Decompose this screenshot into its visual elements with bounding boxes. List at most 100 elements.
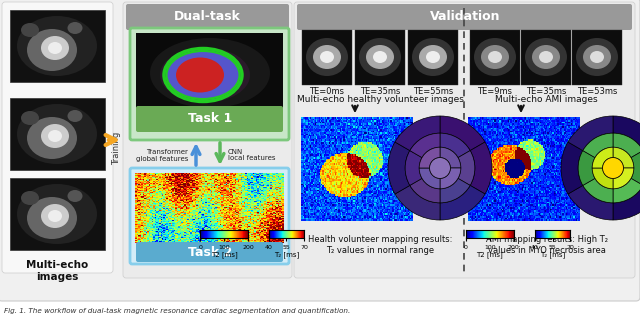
Ellipse shape <box>160 48 250 102</box>
X-axis label: T2 [ms]: T2 [ms] <box>477 252 503 258</box>
Wedge shape <box>631 151 640 186</box>
Ellipse shape <box>590 51 604 63</box>
FancyBboxPatch shape <box>126 4 289 30</box>
Ellipse shape <box>166 50 241 100</box>
Text: Fig. 1. The workflow of dual-task magnetic resonance cardiac segmentation and qu: Fig. 1. The workflow of dual-task magnet… <box>4 308 350 314</box>
Wedge shape <box>613 186 640 220</box>
Ellipse shape <box>419 45 447 69</box>
Ellipse shape <box>48 42 62 54</box>
Wedge shape <box>592 168 613 189</box>
Wedge shape <box>395 116 440 151</box>
Wedge shape <box>470 142 492 194</box>
Text: Health volunteer mapping results:
T₂ values in normal range: Health volunteer mapping results: T₂ val… <box>308 235 452 256</box>
Ellipse shape <box>67 190 83 202</box>
FancyBboxPatch shape <box>294 2 635 278</box>
Text: TE=55ms: TE=55ms <box>413 86 453 96</box>
Ellipse shape <box>17 16 97 76</box>
Ellipse shape <box>426 51 440 63</box>
Wedge shape <box>592 147 613 168</box>
FancyBboxPatch shape <box>130 168 289 264</box>
Ellipse shape <box>313 45 341 69</box>
Text: Dual-task: Dual-task <box>173 11 241 23</box>
FancyBboxPatch shape <box>123 2 292 278</box>
Wedge shape <box>568 186 613 220</box>
Wedge shape <box>410 178 440 203</box>
Ellipse shape <box>27 197 77 239</box>
Ellipse shape <box>320 51 334 63</box>
Wedge shape <box>419 147 440 168</box>
Bar <box>572 30 622 85</box>
Ellipse shape <box>481 45 509 69</box>
Ellipse shape <box>412 38 454 76</box>
Ellipse shape <box>17 184 97 244</box>
FancyArrowPatch shape <box>192 147 200 165</box>
Text: Multi-echo healthy volunteer images: Multi-echo healthy volunteer images <box>296 94 463 103</box>
Text: Validation: Validation <box>429 11 500 23</box>
Ellipse shape <box>67 110 83 122</box>
Text: TE=9ms: TE=9ms <box>477 86 513 96</box>
FancyArrowPatch shape <box>216 143 224 161</box>
Wedge shape <box>583 178 613 203</box>
FancyBboxPatch shape <box>297 4 632 30</box>
Ellipse shape <box>176 57 224 92</box>
FancyBboxPatch shape <box>2 2 113 273</box>
Wedge shape <box>613 168 634 189</box>
Ellipse shape <box>48 210 62 222</box>
Ellipse shape <box>17 104 97 164</box>
Ellipse shape <box>532 45 560 69</box>
Ellipse shape <box>488 51 502 63</box>
Wedge shape <box>440 133 470 158</box>
Wedge shape <box>440 186 485 220</box>
Text: AMI mapping results: High T₂
values in MYO necrosis area: AMI mapping results: High T₂ values in M… <box>486 235 608 256</box>
Bar <box>470 30 520 85</box>
Text: Task 1: Task 1 <box>188 112 232 126</box>
Ellipse shape <box>41 124 69 148</box>
Ellipse shape <box>359 38 401 76</box>
Text: Transformer
global features: Transformer global features <box>136 149 188 161</box>
FancyBboxPatch shape <box>0 0 640 301</box>
Wedge shape <box>568 116 613 151</box>
Text: TE=35ms: TE=35ms <box>526 86 566 96</box>
Ellipse shape <box>21 191 39 205</box>
FancyArrowPatch shape <box>106 135 116 145</box>
Wedge shape <box>561 142 583 194</box>
Text: TE=0ms: TE=0ms <box>310 86 344 96</box>
Wedge shape <box>440 178 470 203</box>
Ellipse shape <box>583 45 611 69</box>
Wedge shape <box>583 133 613 158</box>
Wedge shape <box>440 116 485 151</box>
Ellipse shape <box>576 38 618 76</box>
Ellipse shape <box>41 36 69 60</box>
FancyBboxPatch shape <box>136 106 283 132</box>
Wedge shape <box>440 168 461 189</box>
Ellipse shape <box>27 117 77 159</box>
Wedge shape <box>388 142 410 194</box>
Ellipse shape <box>27 29 77 71</box>
FancyArrowPatch shape <box>518 105 524 111</box>
FancyBboxPatch shape <box>130 28 289 140</box>
Ellipse shape <box>67 22 83 34</box>
Ellipse shape <box>525 38 567 76</box>
Ellipse shape <box>21 111 39 125</box>
Bar <box>521 30 571 85</box>
Bar <box>10 98 105 170</box>
Bar <box>302 30 352 85</box>
Text: Multi-echo
images: Multi-echo images <box>26 260 88 282</box>
Text: TE=35ms: TE=35ms <box>360 86 400 96</box>
Wedge shape <box>405 151 422 186</box>
Wedge shape <box>613 147 634 168</box>
Ellipse shape <box>21 23 39 37</box>
Wedge shape <box>613 116 640 151</box>
Ellipse shape <box>41 204 69 228</box>
Text: Task 2: Task 2 <box>188 246 232 258</box>
Wedge shape <box>603 158 623 178</box>
X-axis label: T2 [ms]: T2 [ms] <box>211 252 237 258</box>
X-axis label: T₂ [ms]: T₂ [ms] <box>540 252 565 258</box>
Wedge shape <box>419 168 440 189</box>
Wedge shape <box>613 133 640 158</box>
Wedge shape <box>458 151 475 186</box>
Wedge shape <box>410 133 440 158</box>
Wedge shape <box>578 151 595 186</box>
FancyBboxPatch shape <box>136 242 283 262</box>
Bar <box>136 33 283 113</box>
